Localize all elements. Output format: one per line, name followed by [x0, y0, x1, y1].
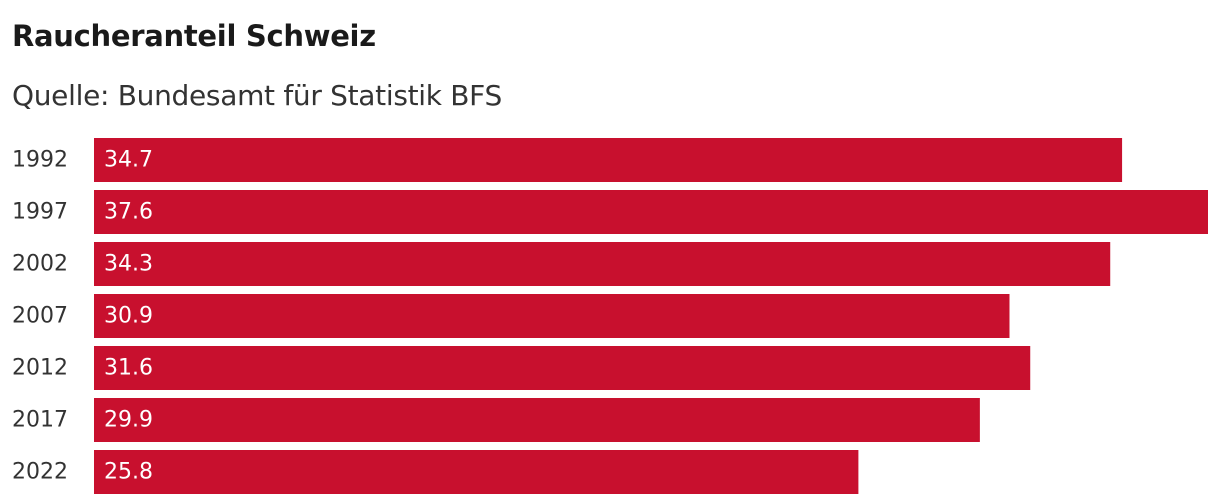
category-label-2022: 2022 [12, 460, 68, 485]
value-label-2022: 25.8 [104, 460, 153, 485]
value-label-1992: 34.7 [104, 148, 153, 173]
bar-2022 [94, 450, 859, 494]
chart-subtitle: Quelle: Bundesamt für Statistik BFS [12, 79, 502, 112]
bar-row-2022: 2022 25.8 [12, 450, 859, 494]
value-label-2012: 31.6 [104, 356, 153, 381]
bar-2012 [94, 346, 1031, 390]
value-label-1997: 37.6 [104, 200, 153, 225]
category-label-2012: 2012 [12, 356, 68, 381]
category-label-2007: 2007 [12, 304, 68, 329]
category-label-2002: 2002 [12, 252, 68, 277]
bar-row-1992: 1992 34.7 [12, 138, 1123, 182]
bar-row-2002: 2002 34.3 [12, 242, 1111, 286]
bar-row-2017: 2017 29.9 [12, 398, 980, 442]
value-label-2007: 30.9 [104, 304, 153, 329]
chart-title: Raucheranteil Schweiz [12, 19, 376, 53]
value-label-2002: 34.3 [104, 252, 153, 277]
category-label-1997: 1997 [12, 200, 68, 225]
bar-row-2012: 2012 31.6 [12, 346, 1031, 390]
bar-2007 [94, 294, 1010, 338]
bar-1992 [94, 138, 1123, 182]
category-label-2017: 2017 [12, 408, 68, 433]
category-label-1992: 1992 [12, 148, 68, 173]
bar-1997 [94, 190, 1208, 234]
bar-row-2007: 2007 30.9 [12, 294, 1010, 338]
bar-row-1997: 1997 37.6 [12, 190, 1208, 234]
bar-2002 [94, 242, 1111, 286]
bar-2017 [94, 398, 980, 442]
value-label-2017: 29.9 [104, 408, 153, 433]
